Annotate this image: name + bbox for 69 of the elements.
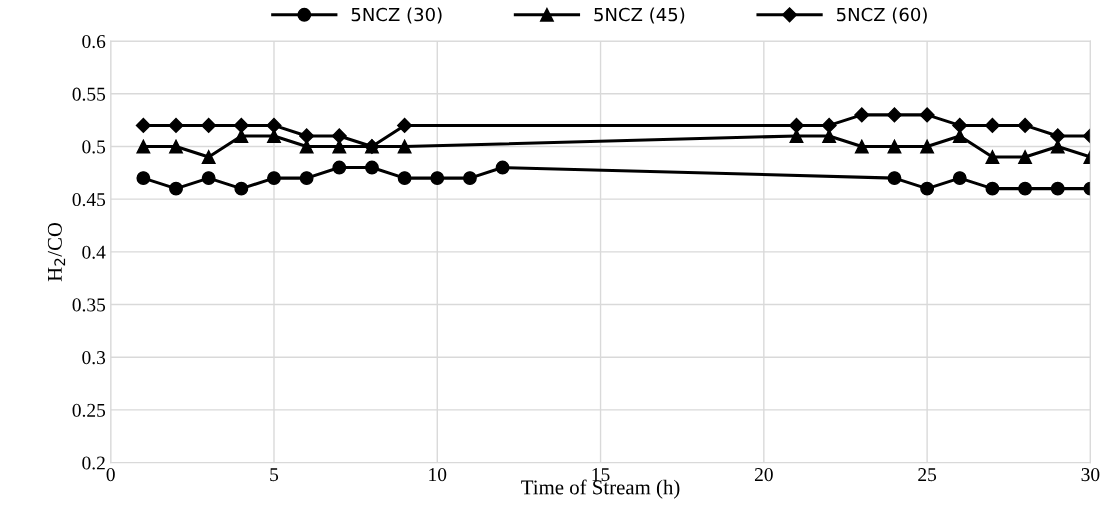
x-tick-label: 0 [106, 468, 115, 482]
x-tick-label: 25 [918, 468, 937, 482]
x-tick-label: 30 [1081, 468, 1100, 482]
point [985, 150, 1000, 164]
x-tick-label: 10 [429, 468, 447, 482]
point [201, 171, 216, 186]
point [919, 107, 935, 123]
y-tick-label: 0.45 [72, 192, 106, 207]
point [1018, 181, 1033, 196]
point [1018, 150, 1033, 164]
point [168, 117, 184, 133]
point [920, 139, 935, 154]
point [985, 181, 1000, 196]
point [201, 117, 217, 133]
point [952, 117, 968, 133]
point [136, 171, 151, 186]
point [331, 128, 347, 144]
point [397, 117, 413, 133]
point [169, 139, 183, 154]
y-axis-title: H$_{2}$/CO [47, 222, 66, 282]
point [886, 107, 903, 123]
point [495, 160, 510, 175]
point [332, 160, 347, 175]
point [135, 117, 151, 133]
point [234, 129, 249, 143]
x-tick-label: 15 [592, 468, 610, 482]
point [430, 171, 445, 186]
point [952, 129, 967, 143]
point [462, 171, 477, 186]
point [1017, 117, 1033, 133]
y-tick-label: 0.3 [82, 351, 106, 365]
point [789, 129, 804, 143]
point [821, 117, 837, 133]
point [267, 171, 281, 186]
point [365, 160, 379, 175]
legend-label: 5NCZ (60) [837, 7, 927, 24]
point [299, 128, 315, 144]
y-tick-label: 0.35 [72, 298, 106, 312]
point [788, 117, 805, 133]
point [952, 171, 967, 186]
point [1050, 181, 1065, 196]
point [267, 129, 281, 143]
point [887, 139, 902, 154]
legend-label: 5NCZ (30) [351, 7, 442, 24]
x-tick-label: 5 [270, 468, 279, 482]
point [397, 171, 412, 186]
y-tick-label: 0.6 [82, 34, 106, 49]
point [920, 181, 935, 196]
point [201, 150, 216, 164]
point [234, 181, 249, 196]
point [854, 139, 869, 154]
point [266, 117, 282, 133]
point [136, 139, 151, 154]
y-tick-label: 0.5 [82, 140, 106, 154]
point [984, 117, 1000, 133]
x-tick-label: 20 [754, 468, 773, 482]
y-tick-label: 0.4 [82, 245, 106, 259]
point [233, 117, 249, 133]
point [887, 171, 902, 186]
y-tick-label: 0.2 [82, 456, 105, 470]
legend-label: 5NCZ (45) [594, 7, 685, 24]
point [169, 181, 183, 196]
y-tick-label: 0.25 [72, 403, 106, 417]
point [822, 129, 837, 143]
point [299, 171, 314, 186]
point [397, 139, 412, 154]
point [854, 107, 870, 123]
point [1050, 128, 1066, 144]
y-tick-label: 0.55 [72, 87, 106, 101]
